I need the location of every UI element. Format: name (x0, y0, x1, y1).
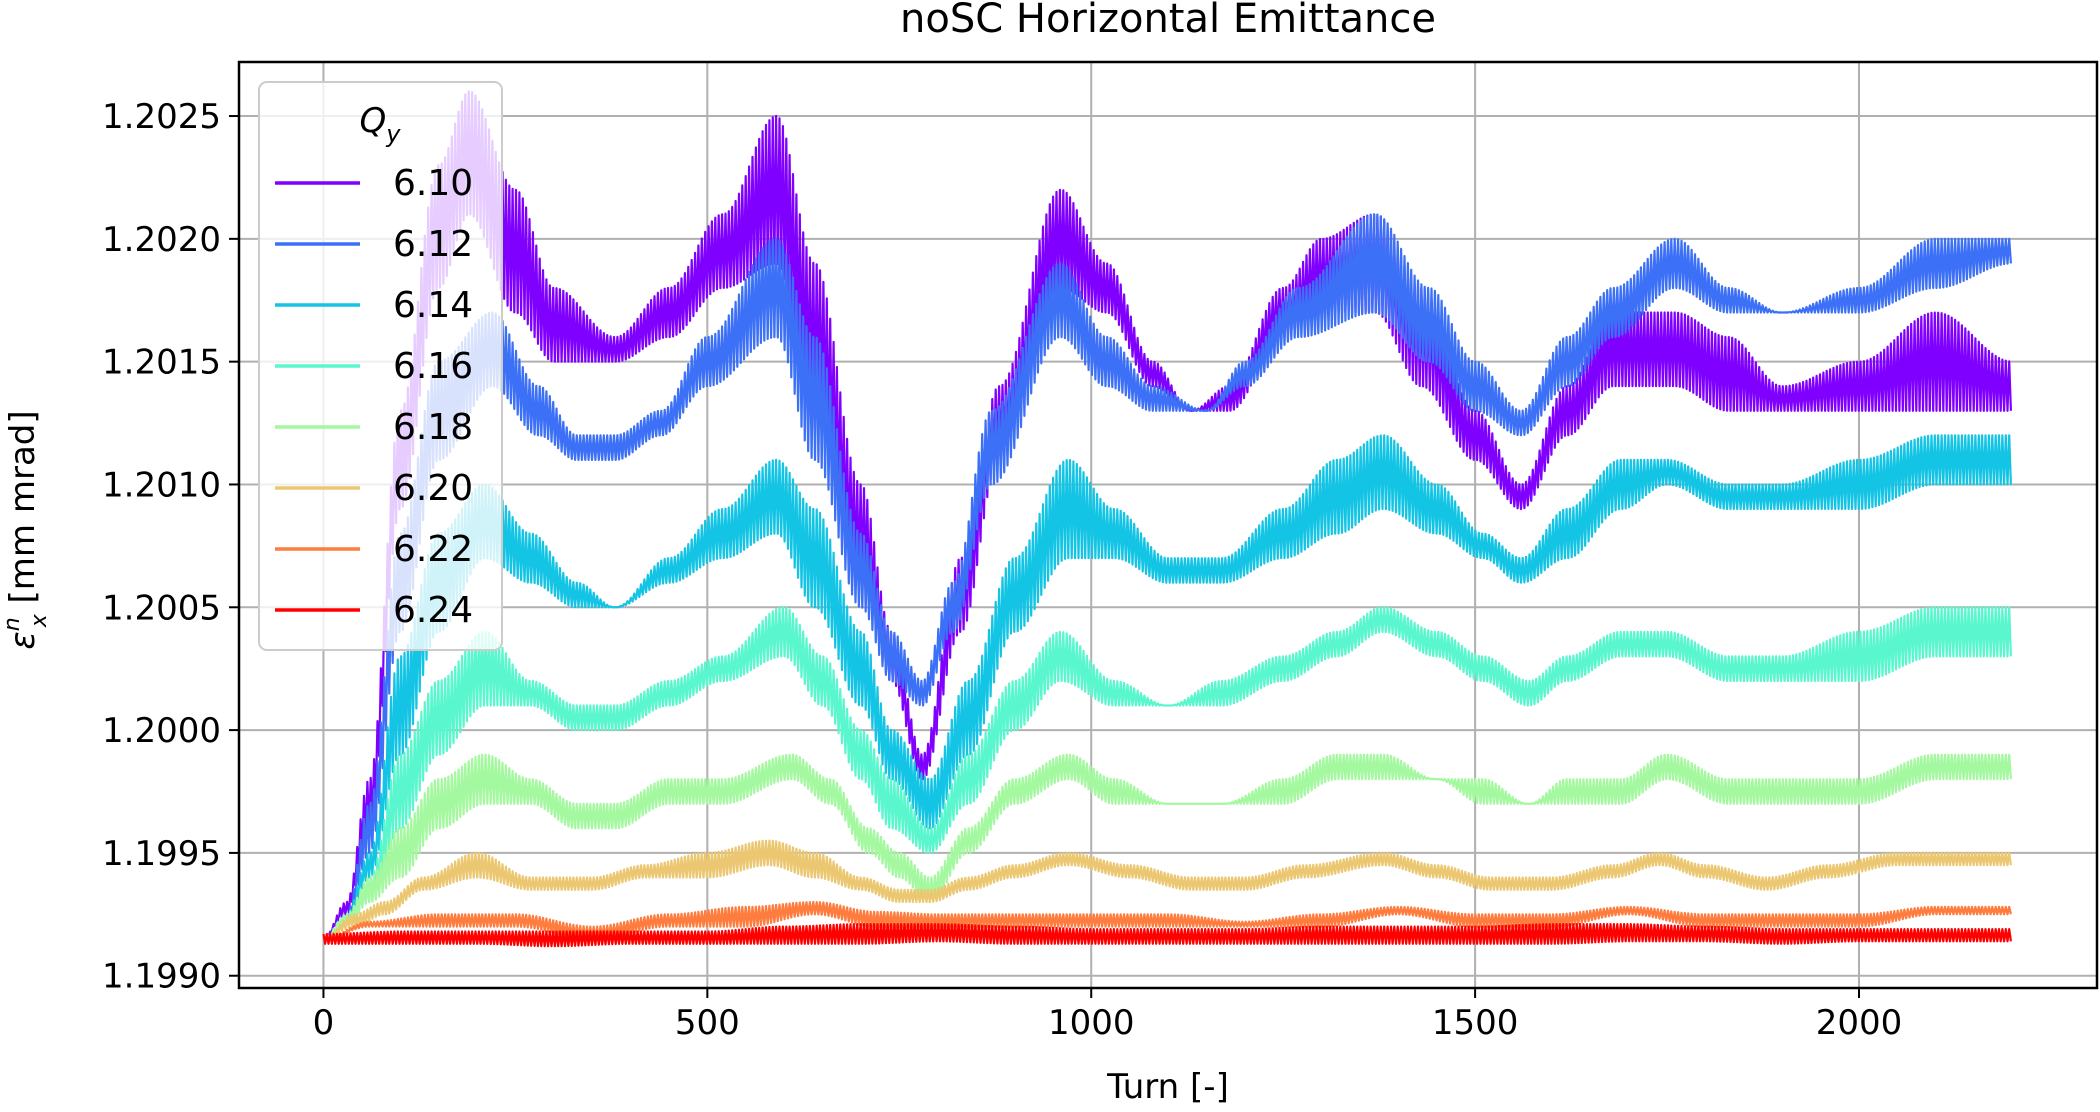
y-tick-label: 1.2020 (102, 220, 221, 260)
series-line-6-16 (323, 606, 2012, 940)
legend-label: 6.14 (393, 285, 473, 326)
x-tick-label: 1500 (1432, 1003, 1519, 1043)
y-tick-label: 1.1990 (102, 957, 221, 997)
series-line-6-10 (323, 90, 2012, 940)
y-tick-label: 1.2015 (102, 343, 221, 383)
legend-label: 6.22 (393, 529, 473, 570)
legend-label: 6.12 (393, 224, 473, 265)
y-tick-label: 1.2025 (102, 97, 221, 137)
y-axis-label-symbol: ε (3, 631, 43, 649)
series-line-6-18 (323, 753, 2012, 940)
legend-title: Qy (360, 101, 402, 148)
y-axis-label-unit: [mm mrad] (3, 410, 43, 614)
legend-box (258, 81, 503, 651)
series-line-6-20 (323, 839, 2012, 940)
y-axis-label-sup: n (0, 617, 25, 631)
grid (239, 62, 2097, 988)
y-tick-label: 1.1995 (102, 834, 221, 874)
chart-title: noSC Horizontal Emittance (900, 0, 1436, 42)
y-tick-label: 1.2005 (102, 588, 221, 628)
y-axis-label-sub: x (27, 613, 52, 628)
series-line-6-24 (322, 923, 2012, 948)
x-tick-label: 0 (313, 1003, 335, 1043)
x-tick-label: 1000 (1048, 1003, 1135, 1043)
legend-label: 6.10 (393, 163, 473, 204)
legend-title-sub: y (385, 120, 401, 148)
series-line-6-12 (323, 213, 2012, 940)
axis-ticks: 0 500 1000 1500 2000 1.1990 1.1995 1.2000 1.2005… (102, 97, 1902, 1043)
legend-label: 6.16 (393, 346, 473, 387)
x-axis-label: Turn [-] (1106, 1067, 1229, 1107)
y-tick-label: 1.2010 (102, 465, 221, 505)
y-axis-label: εnx [mm mrad] (0, 410, 52, 649)
legend-entries: 6.10 6.12 6.14 6.16 6.18 6.20 6.22 6.24 (275, 163, 473, 631)
series-group (322, 90, 2012, 948)
legend-label: 6.20 (393, 468, 473, 509)
plot-frame (237, 60, 2099, 990)
legend-label: 6.18 (393, 407, 473, 448)
series-line-6-14 (323, 434, 2012, 940)
x-tick-label: 500 (675, 1003, 740, 1043)
x-tick-label: 2000 (1816, 1003, 1903, 1043)
legend: Qy 6.10 6.12 6.14 6.16 6.18 6.20 6.22 6.24 (258, 81, 503, 651)
y-tick-label: 1.2000 (102, 711, 221, 751)
legend-title-symbol: Q (360, 101, 387, 141)
legend-label: 6.24 (393, 590, 473, 631)
